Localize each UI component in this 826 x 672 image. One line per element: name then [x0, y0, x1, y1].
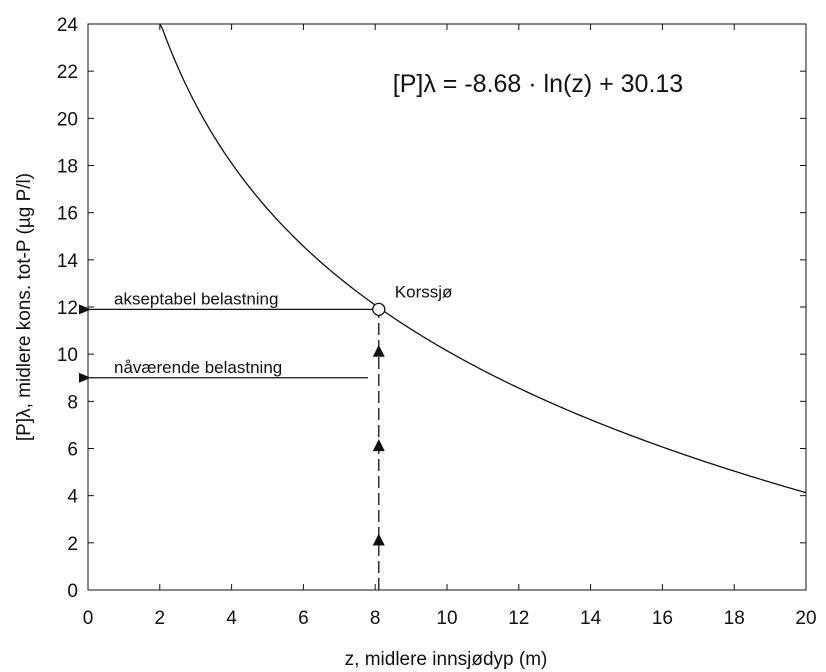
y-tick-label: 2 [67, 534, 78, 555]
y-tick-label: 10 [57, 345, 78, 366]
arrows: akseptabel belastning nåværende belastnin… [79, 289, 379, 383]
x-tick-label: 18 [724, 608, 745, 629]
x-tick-label: 14 [580, 608, 602, 629]
y-tick-label: 16 [57, 204, 78, 225]
arrow-label: nåværende belastning [114, 358, 282, 377]
x-tick-label: 16 [652, 608, 673, 629]
korssjo-point [372, 302, 386, 317]
x-tick-label: 10 [436, 608, 457, 629]
y-tick-label: 4 [67, 487, 78, 508]
korssjo-label: Korssjø [395, 282, 453, 301]
arrow-label: akseptabel belastning [114, 289, 278, 308]
triangle-marker [372, 439, 385, 452]
y-tick-label: 24 [57, 15, 79, 36]
x-tick-label: 20 [795, 608, 816, 629]
triangle-marker [372, 344, 385, 357]
x-axis-label: z, midlere innsjødyp (m) [345, 649, 548, 670]
y-tick-label: 18 [57, 157, 78, 178]
y-tick-label: 22 [57, 62, 78, 83]
x-tick-label: 0 [83, 608, 94, 629]
x-ticks: 0 2 4 6 8 10 12 14 16 18 20 [83, 24, 817, 629]
x-tick-label: 2 [155, 608, 166, 629]
y-tick-label: 0 [67, 581, 78, 602]
x-tick-label: 12 [508, 608, 529, 629]
x-tick-label: 4 [226, 608, 237, 629]
y-tick-label: 14 [57, 251, 79, 272]
formula-label: [P]λ = -8.68 · ln(z) + 30.13 [393, 70, 683, 98]
x-tick-label: 6 [298, 608, 309, 629]
curve-line [159, 23, 807, 494]
triangle-markers [372, 344, 385, 546]
y-axis-label: [P]λ, midlere kons. tot-P (µg P/l) [14, 173, 35, 441]
y-tick-label: 20 [57, 109, 78, 130]
x-tick-label: 8 [370, 608, 381, 629]
y-tick-label: 8 [67, 392, 78, 413]
triangle-marker [372, 533, 385, 546]
y-tick-label: 12 [57, 298, 78, 319]
y-tick-label: 6 [67, 440, 78, 461]
